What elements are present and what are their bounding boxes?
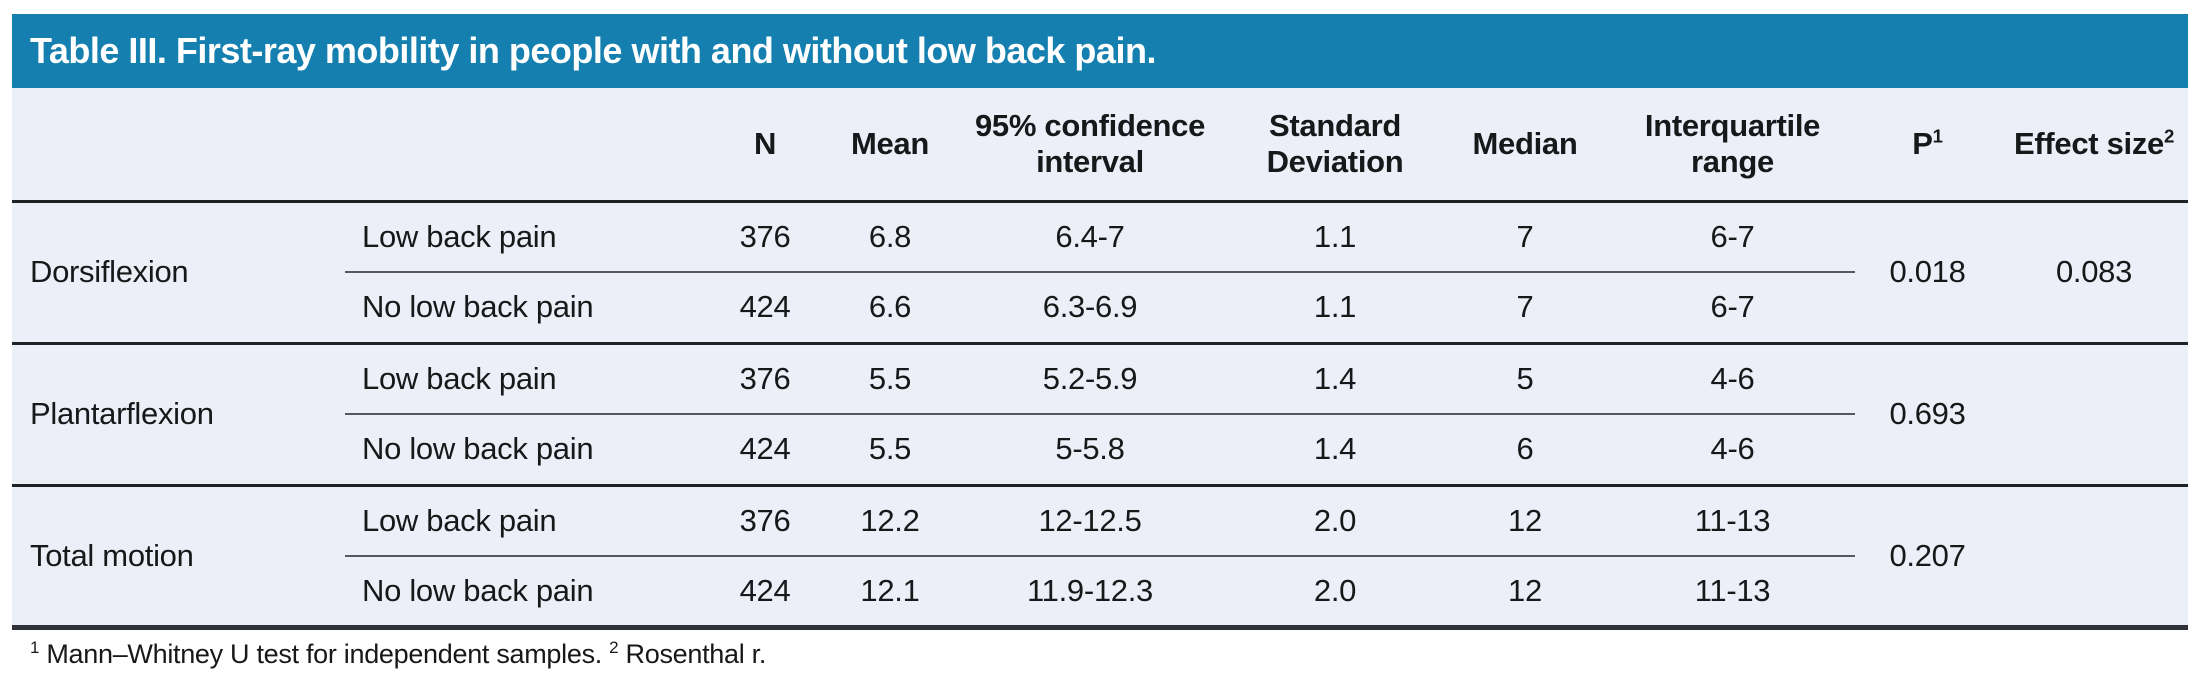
median-cell: 5 [1440, 341, 1610, 414]
ci-cell: 6.3-6.9 [950, 271, 1230, 343]
n-cell: 376 [700, 483, 830, 556]
ci-cell: 5-5.8 [950, 413, 1230, 485]
effect-size-cell [2000, 341, 2188, 485]
iqr-cell: 11-13 [1610, 555, 1855, 627]
header-cell-effect-size: Effect size2 [2000, 88, 2188, 203]
header-label-median: Median [1472, 125, 1578, 161]
condition-cell: Low back pain [345, 341, 700, 414]
median-cell: 7 [1516, 218, 1534, 254]
median-cell: 7 [1440, 271, 1610, 343]
group-label-total-motion: Total motion [12, 483, 345, 627]
mean-cell: 12.2 [830, 483, 950, 556]
header-cell-mean: Mean [830, 88, 950, 203]
p-value-cell: 0.693 [1855, 341, 2000, 485]
iqr-cell: 6-7 [1610, 271, 1855, 343]
header-label-ci: 95% confidence interval [974, 108, 1206, 179]
header-row: N Mean 95% confidence interval Standard … [12, 88, 2188, 203]
ci-cell: 5.2-5.9 [950, 341, 1230, 414]
condition-cell: Low back pain [345, 483, 700, 556]
header-cell-median: Median [1440, 88, 1610, 203]
table-footnote: 1 Mann–Whitney U test for independent sa… [12, 637, 2188, 670]
table-row-dorsiflexion-nolbp: No low back pain 424 6.6 6.3-6.9 1.1 7 6… [12, 271, 2188, 343]
table-title: Table III. First-ray mobility in people … [30, 30, 1156, 71]
mean-cell: 6.8 [868, 218, 912, 254]
median-cell: 12 [1440, 555, 1610, 627]
header-cell-n: N [700, 88, 830, 203]
header-cell-ci: 95% confidence interval [950, 88, 1230, 203]
sd-cell: 2.0 [1230, 483, 1440, 556]
group-label-dorsiflexion: Dorsiflexion [30, 254, 189, 289]
table-row-plantarflexion-lbp: Plantarflexion Low back pain 376 5.5 5.2… [12, 341, 2188, 485]
mean-cell: 5.5 [830, 341, 950, 414]
table-row-dorsiflexion-lbp: Dorsiflexion Low back pain 376 6.8 6.4-7… [12, 201, 2188, 289]
header-cell-sd: Standard Deviation [1230, 88, 1440, 203]
p-value-cell: 0.018 [1889, 254, 1966, 289]
effect-size-cell [2000, 483, 2188, 627]
footnote-text-2: Rosenthal r. [625, 638, 767, 669]
header-label-p: P [1912, 125, 1933, 161]
table-row-total-motion-lbp: Total motion Low back pain 376 12.2 12-1… [12, 483, 2188, 627]
mean-cell: 12.1 [830, 555, 950, 627]
group-label-plantarflexion: Plantarflexion [12, 341, 345, 485]
first-ray-mobility-table: N Mean 95% confidence interval Standard … [12, 88, 2188, 630]
table-container: Table III. First-ray mobility in people … [12, 14, 2188, 670]
condition-cell: No low back pain [345, 413, 700, 485]
ci-cell: 11.9-12.3 [950, 555, 1230, 627]
effect-size-cell: 0.083 [2055, 254, 2133, 289]
n-cell: 424 [700, 271, 830, 343]
sd-cell: 2.0 [1230, 555, 1440, 627]
header-effect-size-superscript: 2 [2164, 125, 2175, 147]
header-p-superscript: 1 [1932, 125, 1943, 147]
p-value-cell: 0.207 [1855, 483, 2000, 627]
header-label-effect-size: Effect size [2013, 125, 2164, 161]
median-cell: 12 [1440, 483, 1610, 556]
iqr-cell: 4-6 [1610, 341, 1855, 414]
condition-cell: No low back pain [345, 271, 700, 343]
header-label-mean: Mean [850, 125, 930, 161]
table-row-total-motion-nolbp: No low back pain 424 12.1 11.9-12.3 2.0 … [12, 555, 2188, 627]
sd-cell: 1.1 [1230, 271, 1440, 343]
footnote-text-1: Mann–Whitney U test for independent samp… [46, 638, 602, 669]
header-cell-group [345, 88, 700, 203]
mean-cell: 5.5 [830, 413, 950, 485]
n-cell: 424 [700, 413, 830, 485]
footnote-marker-2: 2 [609, 637, 619, 657]
condition-cell: Low back pain [362, 218, 557, 254]
iqr-cell: 4-6 [1610, 413, 1855, 485]
header-cell-iqr: Interquartile range [1610, 88, 1855, 203]
header-cell-motion [12, 88, 345, 203]
sd-cell: 1.4 [1230, 413, 1440, 485]
header-label-iqr: Interquartile range [1644, 108, 1821, 179]
sd-cell: 1.4 [1230, 341, 1440, 414]
condition-cell: No low back pain [345, 555, 700, 627]
header-label-n: N [753, 125, 777, 161]
ci-cell: 12-12.5 [950, 483, 1230, 556]
n-cell: 376 [700, 341, 830, 414]
table-title-bar: Table III. First-ray mobility in people … [12, 14, 2188, 88]
ci-cell: 6.4-7 [1055, 218, 1125, 254]
table-row-plantarflexion-nolbp: No low back pain 424 5.5 5-5.8 1.4 6 4-6 [12, 413, 2188, 485]
header-label-sd: Standard Deviation [1266, 108, 1404, 179]
sd-cell: 1.1 [1313, 218, 1357, 254]
header-cell-p: P1 [1855, 88, 2000, 203]
n-cell: 424 [700, 555, 830, 627]
iqr-cell: 6-7 [1710, 218, 1755, 254]
mean-cell: 6.6 [830, 271, 950, 343]
n-cell: 376 [739, 218, 791, 254]
median-cell: 6 [1440, 413, 1610, 485]
iqr-cell: 11-13 [1610, 483, 1855, 556]
footnote-marker-1: 1 [30, 637, 40, 657]
